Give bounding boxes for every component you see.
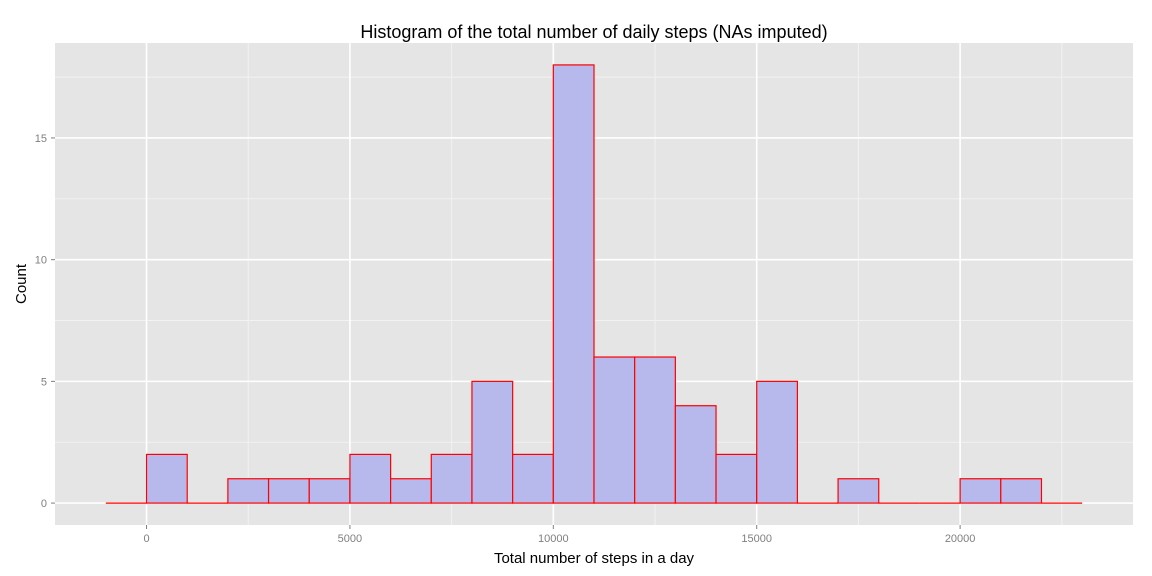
y-axis-ticks: 0 5 10 15 <box>35 133 55 510</box>
histogram-bar <box>715 453 758 504</box>
chart-title: Histogram of the total number of daily s… <box>360 22 827 42</box>
y-tick-label: 5 <box>41 376 47 388</box>
histogram-bar <box>512 453 554 504</box>
histogram-bar <box>552 64 595 504</box>
x-tick-label: 5000 <box>338 533 362 545</box>
histogram-bar <box>837 478 880 504</box>
histogram-bar <box>308 478 351 504</box>
histogram-bar <box>471 380 514 504</box>
histogram-bar <box>145 453 188 504</box>
x-axis-title: Total number of steps in a day <box>494 550 695 567</box>
y-tick-label: 10 <box>35 255 47 267</box>
y-tick-label: 0 <box>41 498 47 510</box>
histogram-bar <box>349 453 392 504</box>
x-tick-label: 10000 <box>538 533 569 545</box>
histogram-bars <box>105 64 1083 504</box>
histogram-bar <box>1000 478 1043 504</box>
x-tick-label: 20000 <box>945 533 976 545</box>
x-tick-label: 0 <box>143 533 149 545</box>
histogram-bar <box>390 478 432 504</box>
histogram-bar <box>267 478 310 504</box>
y-tick-label: 15 <box>35 133 47 145</box>
histogram-bar <box>634 356 676 504</box>
x-tick-label: 15000 <box>741 533 772 545</box>
histogram-bar <box>593 356 636 504</box>
y-axis-title: Count <box>13 263 30 304</box>
histogram-bar <box>959 478 1002 504</box>
histogram-bar <box>756 380 798 504</box>
x-axis-ticks: 0 5000 10000 15000 20000 <box>143 525 975 545</box>
histogram-bar <box>227 478 270 504</box>
histogram-bar <box>674 405 717 504</box>
histogram-bar <box>430 453 473 504</box>
